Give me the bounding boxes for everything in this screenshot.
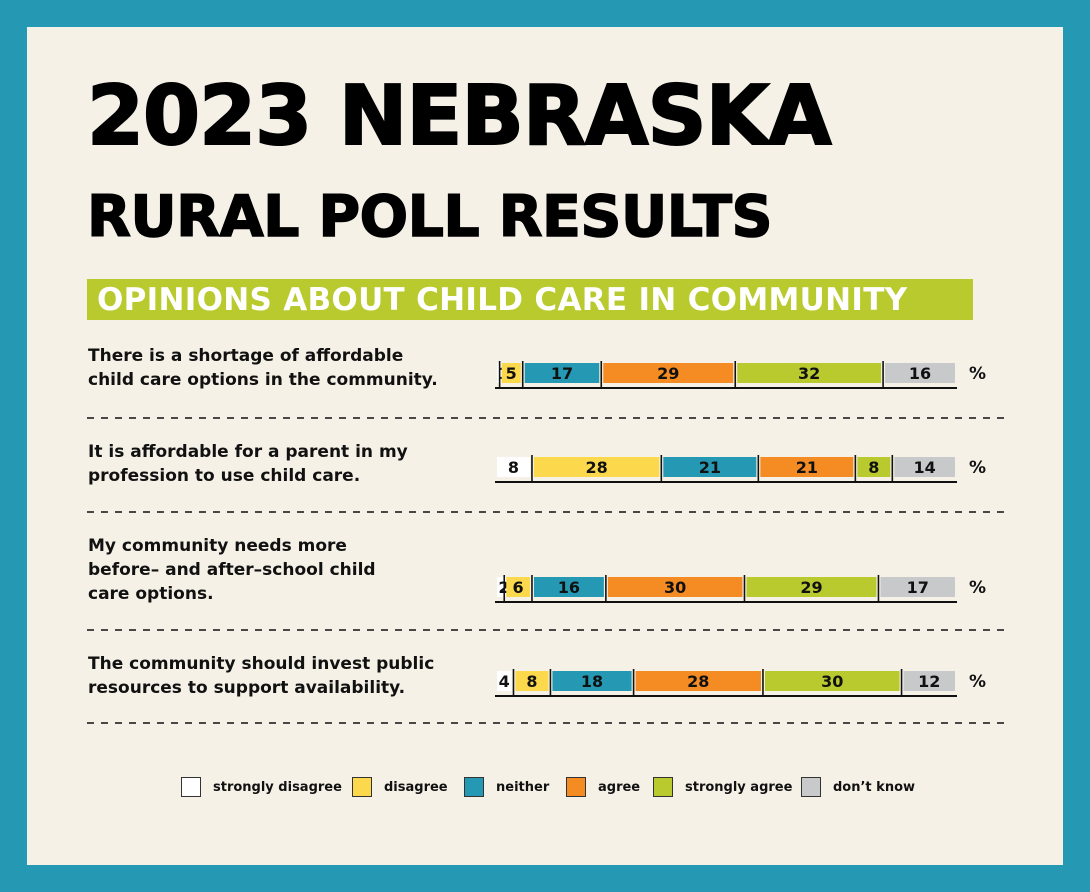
legend-label: disagree [384, 779, 448, 795]
question-4: The community should invest public resou… [88, 654, 435, 698]
legend-label: neither [496, 779, 550, 795]
legend-strongly-agree: strongly agree [653, 776, 792, 798]
poll-card [27, 27, 1063, 865]
bar-segment [857, 457, 891, 477]
data-label: 21 [796, 458, 818, 477]
bar-segment [603, 363, 734, 383]
bar-segment [663, 457, 757, 477]
data-label: 28 [586, 458, 608, 477]
bar-segment [903, 671, 955, 691]
data-label: 16 [558, 578, 580, 597]
data-label: 30 [821, 672, 843, 691]
chart-title: OPINIONS ABOUT CHILD CARE IN COMMUNITY [97, 282, 908, 318]
data-label: 30 [664, 578, 686, 597]
bar-segment [501, 363, 521, 383]
data-label: 21 [699, 458, 721, 477]
unit-label: % [969, 578, 986, 598]
bar-segment [764, 671, 900, 691]
bar-segment [524, 363, 600, 383]
legend-swatch [801, 777, 821, 797]
data-label: 8 [508, 458, 519, 477]
legend-strongly-disagree: strongly disagree [181, 776, 342, 798]
question-1: There is a shortage of affordable child … [88, 346, 438, 390]
legend-swatch [181, 777, 201, 797]
data-label: 8 [868, 458, 879, 477]
legend-agree: agree [566, 776, 640, 798]
data-label: 29 [657, 364, 679, 383]
bar-segment [607, 577, 743, 597]
data-label: 18 [581, 672, 603, 691]
legend-label: strongly agree [685, 779, 793, 795]
bar-segment [533, 457, 660, 477]
page-subtitle: RURAL POLL RESULTS [86, 184, 773, 250]
data-label: 5 [506, 364, 517, 383]
question-3: My community needs more before– and afte… [88, 536, 376, 604]
data-label: 29 [800, 578, 822, 597]
bar-segment [760, 457, 854, 477]
data-label: 4 [499, 672, 510, 691]
data-label: 16 [909, 364, 931, 383]
legend-swatch [464, 777, 484, 797]
unit-label: % [969, 364, 986, 384]
data-label: 17 [551, 364, 573, 383]
data-label: 17 [907, 578, 929, 597]
data-label: 8 [526, 672, 537, 691]
bar-segment [515, 671, 549, 691]
legend-label: strongly disagree [213, 779, 342, 795]
legend-swatch [352, 777, 372, 797]
bar-segment [506, 577, 530, 597]
bar-segment [533, 577, 604, 597]
bar-segment [737, 363, 882, 383]
question-2: It is affordable for a parent in my prof… [88, 442, 408, 486]
legend-dont-know: don’t know [801, 776, 915, 798]
data-label: 6 [513, 578, 524, 597]
data-label: 14 [914, 458, 936, 477]
page-title: 2023 NEBRASKA [86, 69, 833, 164]
unit-label: % [969, 672, 986, 692]
bar-segment [497, 457, 530, 477]
data-label: 12 [918, 672, 940, 691]
legend-label: don’t know [833, 779, 916, 795]
legend-disagree: disagree [352, 776, 448, 798]
unit-label: % [969, 458, 986, 478]
data-label: 32 [798, 364, 820, 383]
legend-neither: neither [464, 776, 549, 798]
bar-segment [746, 577, 877, 597]
bar-segment [552, 671, 632, 691]
bar-segment [635, 671, 761, 691]
legend-label: agree [598, 779, 641, 795]
data-label: 28 [687, 672, 709, 691]
bar-segment [880, 577, 955, 597]
legend-swatch [653, 777, 673, 797]
subtitle-banner [87, 279, 973, 320]
bar-segment [497, 671, 512, 691]
bar-segment [894, 457, 955, 477]
legend-swatch [566, 777, 586, 797]
bar-segment [885, 363, 955, 383]
